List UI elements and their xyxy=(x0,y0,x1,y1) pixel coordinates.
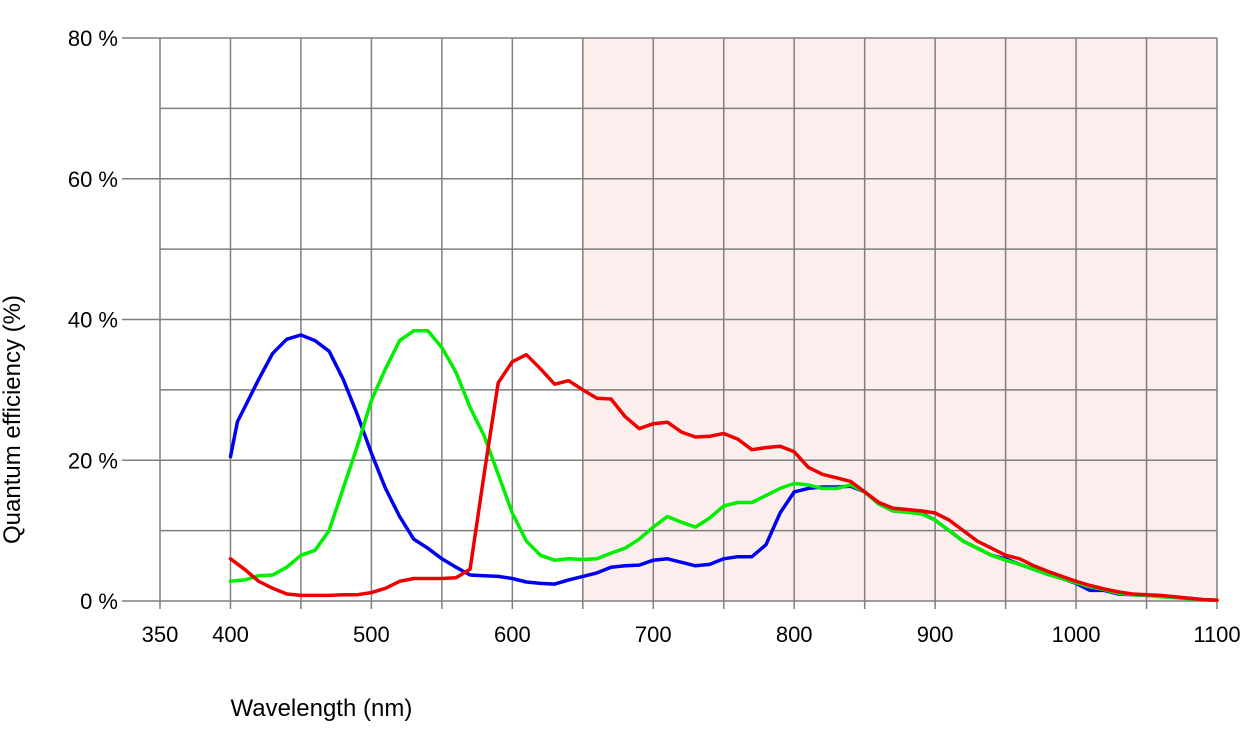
x-tick-label: 500 xyxy=(353,622,390,647)
x-tick-label: 1000 xyxy=(1052,622,1101,647)
x-tick-label: 400 xyxy=(212,622,249,647)
y-tick-label: 20 % xyxy=(68,448,118,473)
x-tick-label: 900 xyxy=(917,622,954,647)
x-tick-label: 800 xyxy=(776,622,813,647)
y-tick-label: 40 % xyxy=(68,308,118,333)
grid xyxy=(159,37,1218,602)
x-tick-label: 600 xyxy=(494,622,531,647)
x-tick-label: 1100 xyxy=(1193,622,1240,647)
series-lines xyxy=(228,329,1219,603)
series-line-1 xyxy=(228,329,1219,603)
axis-ticks xyxy=(122,37,1218,609)
y-tick-labels: 0 % 20 % 40 % 60 % 80 % xyxy=(68,26,118,614)
y-axis-title: Quantum efficiency (%) xyxy=(0,295,26,544)
x-tick-label: 350 xyxy=(142,622,179,647)
y-tick-label: 60 % xyxy=(68,167,118,192)
series-line-2 xyxy=(228,352,1219,603)
x-tick-labels: 350 400 500 600 700 800 900 1000 1100 xyxy=(142,622,1241,647)
y-tick-label: 80 % xyxy=(68,26,118,51)
x-axis-title: Wavelength (nm) xyxy=(230,695,412,722)
x-tick-label: 700 xyxy=(635,622,672,647)
y-tick-label: 0 % xyxy=(80,589,118,614)
